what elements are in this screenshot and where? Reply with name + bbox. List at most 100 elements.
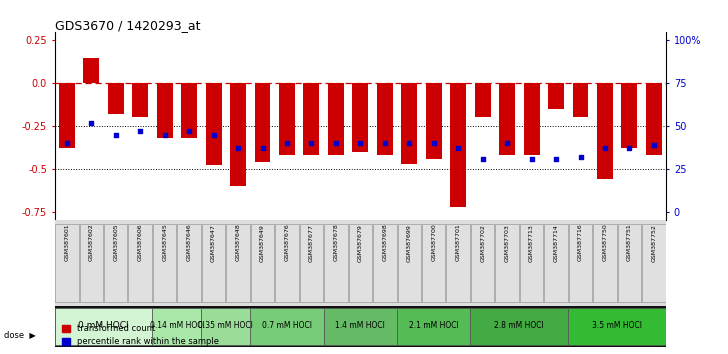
- Point: [624, 145, 636, 151]
- Point: [526, 156, 537, 161]
- Point: [61, 140, 73, 146]
- Text: GSM387698: GSM387698: [382, 224, 387, 261]
- FancyBboxPatch shape: [55, 308, 152, 345]
- FancyBboxPatch shape: [250, 308, 324, 345]
- FancyBboxPatch shape: [178, 224, 201, 302]
- Bar: [499, 83, 515, 155]
- FancyBboxPatch shape: [153, 224, 176, 302]
- FancyBboxPatch shape: [324, 224, 348, 302]
- Text: GSM387701: GSM387701: [456, 224, 461, 261]
- Bar: [352, 83, 368, 152]
- Text: GSM387702: GSM387702: [480, 224, 485, 262]
- FancyBboxPatch shape: [471, 224, 494, 302]
- Point: [477, 156, 488, 161]
- Bar: [426, 83, 442, 159]
- Text: GSM387676: GSM387676: [285, 224, 290, 261]
- Text: 0.14 mM HOCl: 0.14 mM HOCl: [149, 321, 205, 330]
- FancyBboxPatch shape: [593, 224, 617, 302]
- Bar: [108, 83, 124, 114]
- Bar: [205, 83, 221, 165]
- Text: GSM387752: GSM387752: [652, 224, 657, 262]
- Text: 0.7 mM HOCl: 0.7 mM HOCl: [262, 321, 312, 330]
- FancyBboxPatch shape: [300, 224, 323, 302]
- Text: GSM387645: GSM387645: [162, 224, 167, 261]
- Bar: [572, 83, 588, 118]
- Bar: [157, 83, 173, 138]
- FancyBboxPatch shape: [104, 224, 127, 302]
- Text: GSM387606: GSM387606: [138, 224, 143, 261]
- Point: [85, 120, 97, 125]
- Text: GSM387647: GSM387647: [211, 224, 216, 262]
- Text: GDS3670 / 1420293_at: GDS3670 / 1420293_at: [55, 19, 200, 32]
- Text: 0.35 mM HOCl: 0.35 mM HOCl: [199, 321, 253, 330]
- Point: [355, 140, 366, 146]
- Point: [648, 142, 660, 148]
- Text: GSM387602: GSM387602: [89, 224, 94, 261]
- Text: 0 mM HOCl: 0 mM HOCl: [78, 321, 129, 330]
- Text: GSM387601: GSM387601: [64, 224, 69, 261]
- FancyBboxPatch shape: [202, 308, 250, 345]
- Point: [428, 140, 440, 146]
- Bar: [548, 83, 564, 109]
- FancyBboxPatch shape: [617, 224, 641, 302]
- Bar: [132, 83, 149, 118]
- Text: GSM387678: GSM387678: [333, 224, 339, 261]
- Text: GSM387700: GSM387700: [431, 224, 436, 261]
- FancyBboxPatch shape: [55, 224, 79, 302]
- Point: [257, 145, 269, 151]
- Point: [379, 140, 391, 146]
- Text: GSM387714: GSM387714: [553, 224, 558, 262]
- FancyBboxPatch shape: [397, 308, 470, 345]
- Text: dose  ▶: dose ▶: [4, 330, 36, 339]
- Point: [281, 140, 293, 146]
- Bar: [181, 83, 197, 138]
- Text: GSM387648: GSM387648: [236, 224, 240, 261]
- Bar: [622, 83, 638, 148]
- Bar: [475, 83, 491, 118]
- FancyBboxPatch shape: [202, 224, 226, 302]
- Point: [599, 145, 611, 151]
- FancyBboxPatch shape: [397, 224, 421, 302]
- FancyBboxPatch shape: [446, 224, 470, 302]
- Point: [452, 145, 464, 151]
- Text: GSM387703: GSM387703: [505, 224, 510, 262]
- Bar: [523, 83, 539, 155]
- Text: GSM387751: GSM387751: [627, 224, 632, 261]
- Text: GSM387649: GSM387649: [260, 224, 265, 262]
- Text: GSM387677: GSM387677: [309, 224, 314, 262]
- FancyBboxPatch shape: [520, 224, 543, 302]
- FancyBboxPatch shape: [128, 224, 152, 302]
- FancyBboxPatch shape: [152, 308, 202, 345]
- FancyBboxPatch shape: [373, 224, 397, 302]
- Point: [574, 154, 586, 160]
- Point: [403, 140, 415, 146]
- FancyBboxPatch shape: [275, 224, 298, 302]
- FancyBboxPatch shape: [495, 224, 519, 302]
- Text: 1.4 mM HOCl: 1.4 mM HOCl: [336, 321, 385, 330]
- Point: [550, 156, 562, 161]
- Bar: [279, 83, 295, 155]
- Point: [330, 140, 341, 146]
- FancyBboxPatch shape: [470, 308, 569, 345]
- FancyBboxPatch shape: [569, 308, 666, 345]
- Point: [306, 140, 317, 146]
- FancyBboxPatch shape: [642, 224, 665, 302]
- Text: GSM387699: GSM387699: [407, 224, 412, 262]
- Legend: transformed count, percentile rank within the sample: transformed count, percentile rank withi…: [59, 321, 223, 350]
- Point: [183, 129, 195, 134]
- Text: GSM387713: GSM387713: [529, 224, 534, 262]
- Bar: [230, 83, 246, 186]
- Text: GSM387605: GSM387605: [114, 224, 118, 261]
- Text: GSM387750: GSM387750: [603, 224, 607, 261]
- Point: [159, 132, 170, 137]
- Bar: [255, 83, 271, 162]
- FancyBboxPatch shape: [324, 308, 397, 345]
- Text: 2.8 mM HOCl: 2.8 mM HOCl: [494, 321, 545, 330]
- FancyBboxPatch shape: [569, 224, 593, 302]
- Bar: [646, 83, 662, 155]
- Point: [207, 132, 219, 137]
- Bar: [377, 83, 393, 155]
- Point: [502, 140, 513, 146]
- Bar: [597, 83, 613, 179]
- Point: [110, 132, 122, 137]
